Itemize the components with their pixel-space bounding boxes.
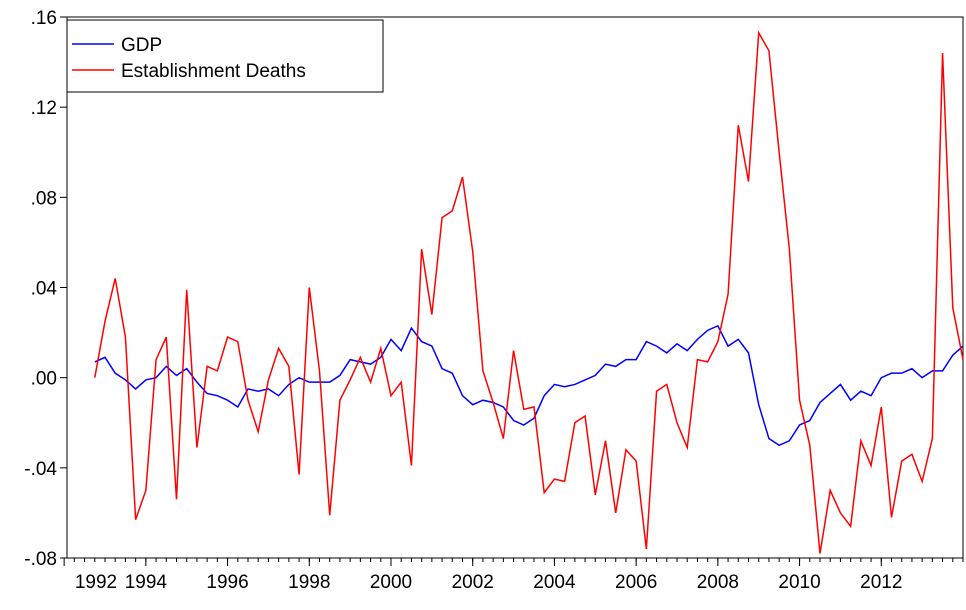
legend-box — [66, 19, 384, 93]
x-tick-label: 2008 — [697, 572, 739, 593]
x-tick-label: 2012 — [860, 572, 902, 593]
x-tick-label: 2002 — [452, 572, 494, 593]
x-tick-label: 1998 — [288, 572, 330, 593]
y-tick-label: .12 — [31, 98, 57, 119]
y-tick-label: .16 — [31, 8, 57, 29]
legend-label: GDP — [121, 35, 162, 56]
y-tick-label: .08 — [31, 188, 57, 209]
x-tick-label: 2004 — [533, 572, 576, 593]
x-tick-label: 1994 — [125, 572, 168, 593]
series-line — [94, 30, 964, 554]
legend-label: Establishment Deaths — [121, 61, 306, 82]
x-tick-label: 1992 — [75, 572, 117, 593]
x-tick-label: 2010 — [778, 572, 820, 593]
plot-frame — [66, 16, 964, 559]
y-tick-label: -.04 — [24, 459, 57, 480]
y-tick-label: .04 — [31, 279, 58, 300]
y-tick-label: .00 — [31, 369, 57, 390]
series-line — [94, 324, 964, 447]
x-tick-label: 2006 — [615, 572, 657, 593]
y-tick-label: -.08 — [24, 549, 57, 570]
x-tick-label: 1996 — [206, 572, 248, 593]
x-tick-label: 2000 — [370, 572, 412, 593]
